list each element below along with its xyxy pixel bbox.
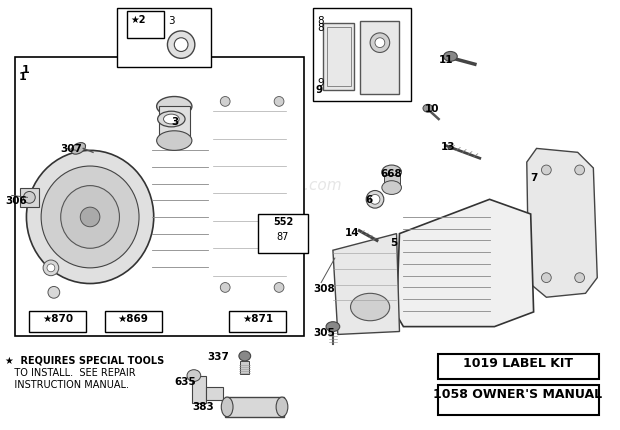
Text: 1058 OWNER'S MANUAL: 1058 OWNER'S MANUAL — [433, 387, 603, 400]
Text: 306: 306 — [5, 196, 27, 206]
Bar — [323, 24, 355, 90]
Bar — [15, 58, 304, 337]
Text: 87: 87 — [277, 231, 289, 241]
Ellipse shape — [326, 322, 340, 332]
Polygon shape — [29, 78, 289, 107]
Circle shape — [575, 273, 585, 283]
Circle shape — [541, 273, 551, 283]
Circle shape — [575, 166, 585, 175]
Circle shape — [48, 287, 60, 298]
Ellipse shape — [382, 166, 401, 179]
Ellipse shape — [80, 208, 100, 227]
Ellipse shape — [423, 105, 433, 113]
Ellipse shape — [239, 351, 250, 361]
Circle shape — [220, 97, 230, 107]
Ellipse shape — [276, 397, 288, 417]
Bar — [192, 376, 206, 403]
Circle shape — [274, 97, 284, 107]
Bar — [118, 9, 211, 68]
Text: 9: 9 — [317, 78, 324, 88]
Circle shape — [370, 195, 380, 205]
Bar — [127, 12, 164, 39]
Text: INSTRUCTION MANUAL.: INSTRUCTION MANUAL. — [5, 380, 129, 390]
Text: 337: 337 — [208, 351, 229, 361]
Text: 8: 8 — [317, 16, 324, 26]
Ellipse shape — [164, 115, 179, 125]
Polygon shape — [211, 78, 289, 307]
Ellipse shape — [27, 151, 154, 284]
Text: 1: 1 — [22, 65, 29, 75]
Text: TO INSTALL.  SEE REPAIR: TO INSTALL. SEE REPAIR — [5, 367, 136, 377]
Text: 383: 383 — [192, 401, 214, 411]
Text: 1: 1 — [19, 72, 27, 82]
Text: 1019 LABEL KIT: 1019 LABEL KIT — [463, 356, 573, 369]
Polygon shape — [527, 149, 597, 298]
Ellipse shape — [382, 181, 401, 195]
Text: 552: 552 — [273, 216, 293, 227]
Text: 7: 7 — [531, 172, 538, 182]
Text: ★  REQUIRES SPECIAL TOOLS: ★ REQUIRES SPECIAL TOOLS — [5, 354, 164, 364]
Ellipse shape — [221, 397, 233, 417]
Bar — [327, 28, 350, 86]
Ellipse shape — [157, 132, 192, 151]
Circle shape — [370, 34, 390, 53]
Text: 668: 668 — [380, 169, 402, 178]
Circle shape — [174, 39, 188, 52]
Bar — [240, 361, 249, 374]
Polygon shape — [29, 78, 211, 307]
Text: 307: 307 — [61, 143, 82, 153]
Ellipse shape — [157, 112, 185, 128]
Ellipse shape — [157, 97, 192, 117]
Bar — [206, 387, 223, 400]
Text: 6: 6 — [365, 195, 373, 205]
Text: ★871: ★871 — [242, 313, 273, 323]
Circle shape — [43, 261, 59, 276]
Circle shape — [375, 39, 385, 49]
Bar — [159, 107, 190, 141]
Ellipse shape — [187, 370, 201, 381]
Text: 13: 13 — [441, 141, 455, 151]
Text: 5: 5 — [390, 237, 397, 247]
Text: 11: 11 — [438, 55, 453, 65]
Circle shape — [47, 264, 55, 272]
Text: ★2: ★2 — [130, 15, 146, 25]
Polygon shape — [397, 200, 534, 327]
Text: 14: 14 — [345, 227, 359, 237]
Text: aReplacementParts.com: aReplacementParts.com — [156, 178, 342, 193]
Ellipse shape — [443, 52, 458, 62]
Bar — [438, 354, 599, 379]
Bar — [105, 311, 162, 333]
Text: 3: 3 — [169, 16, 175, 26]
Ellipse shape — [71, 143, 86, 155]
Circle shape — [220, 283, 230, 293]
Circle shape — [366, 191, 384, 209]
Ellipse shape — [61, 186, 120, 249]
Text: 10: 10 — [425, 104, 440, 114]
Text: ★870: ★870 — [42, 313, 73, 323]
Text: 3: 3 — [171, 117, 179, 127]
Polygon shape — [333, 234, 399, 335]
Circle shape — [274, 283, 284, 293]
Bar — [360, 22, 399, 94]
Bar — [225, 397, 284, 417]
Text: 8: 8 — [317, 23, 324, 33]
Circle shape — [541, 166, 551, 175]
Text: ★869: ★869 — [118, 313, 149, 323]
Ellipse shape — [41, 167, 139, 268]
Bar — [313, 9, 411, 102]
Bar — [229, 311, 286, 333]
Bar — [259, 215, 308, 254]
Text: 305: 305 — [313, 327, 335, 337]
Text: 308: 308 — [313, 283, 335, 293]
Bar — [20, 188, 39, 208]
Text: 9: 9 — [316, 85, 322, 95]
Text: 635: 635 — [174, 376, 196, 386]
Circle shape — [167, 32, 195, 59]
Circle shape — [24, 192, 35, 204]
Bar — [384, 175, 401, 188]
Ellipse shape — [350, 294, 390, 321]
Bar — [438, 385, 599, 415]
Bar — [29, 311, 86, 333]
